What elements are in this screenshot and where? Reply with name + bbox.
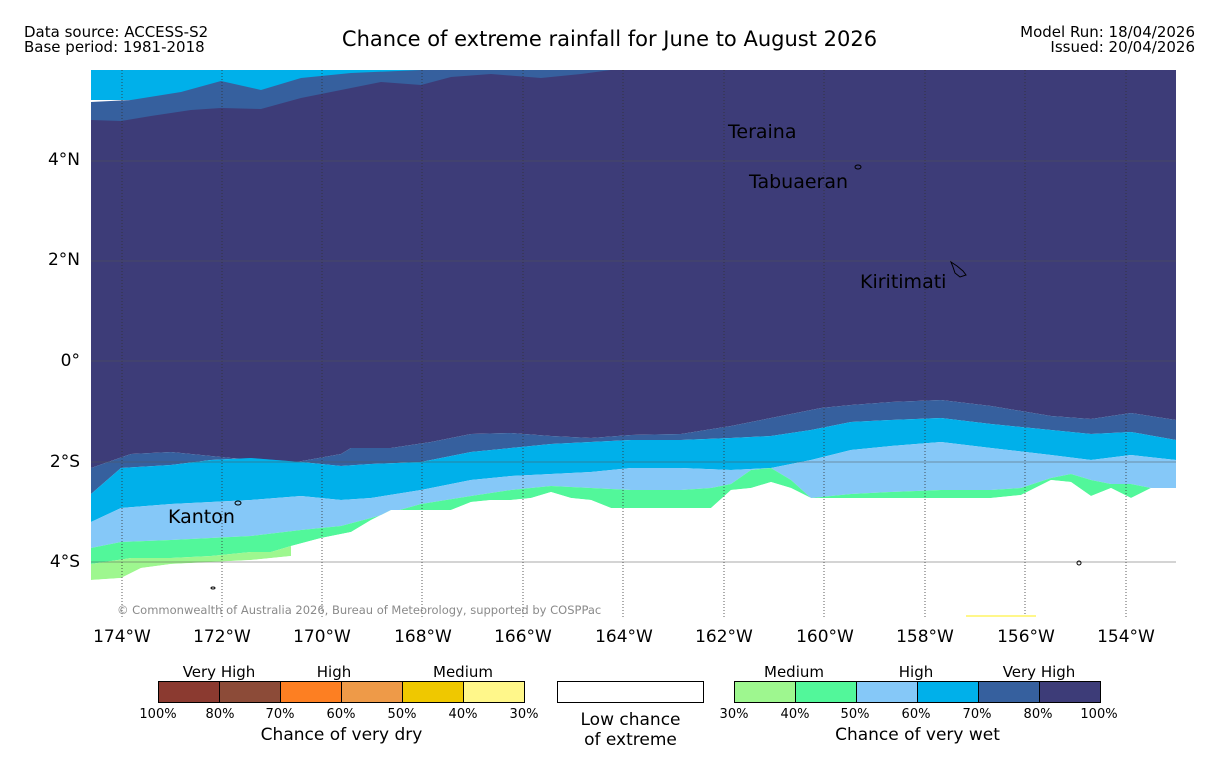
wet-swatch-2 [796, 682, 857, 702]
map-title: Chance of extreme rainfall for June to A… [341, 27, 878, 51]
lat-label-2n: 2°N [47, 250, 80, 270]
dry-pct-40: 40% [448, 707, 478, 722]
wet-pct-50: 50% [840, 707, 870, 722]
lon-label-162w: 162°W [695, 627, 753, 647]
base-period-text: Base period: 1981-2018 [24, 38, 205, 56]
low-chance-line2: of extreme [584, 730, 677, 750]
dry-swatch-4 [342, 682, 403, 702]
dry-pct-30: 30% [509, 707, 539, 722]
lon-label-160w: 160°W [796, 627, 854, 647]
lon-label-174w: 174°W [93, 627, 151, 647]
dry-legend-title: Chance of very dry [260, 725, 423, 745]
lon-label-158w: 158°W [896, 627, 954, 647]
dry-pct-60: 60% [326, 707, 356, 722]
dry-pct-100: 100% [139, 707, 177, 722]
low-chance-line1: Low chance [580, 710, 681, 730]
wet-pct-100: 100% [1080, 707, 1118, 722]
band-40-50 [91, 468, 1176, 564]
latitude-gridlines [91, 160, 1176, 563]
wet-category-medium: Medium [764, 663, 824, 681]
dry-swatch-5 [403, 682, 464, 702]
lon-label-154w: 154°W [1097, 627, 1155, 647]
copyright-notice: © Commonwealth of Australia 2026, Bureau… [117, 603, 602, 617]
wet-legend-title: Chance of very wet [835, 725, 1000, 745]
place-tabuaeran: Tabuaeran [749, 171, 849, 193]
dry-swatch-2 [220, 682, 281, 702]
island-outlines [210, 164, 1082, 590]
wet-pct-30: 30% [719, 707, 749, 722]
wet-swatch-3 [857, 682, 918, 702]
wet-pct-60: 60% [901, 707, 931, 722]
wet-swatch-4 [918, 682, 979, 702]
dry-sliver [966, 615, 1036, 617]
place-kanton: Kanton [168, 506, 235, 528]
wet-swatch-6 [1040, 682, 1100, 702]
lon-label-170w: 170°W [293, 627, 351, 647]
lat-label-4n: 4°N [47, 150, 80, 170]
low-chance-region [91, 480, 1176, 618]
dry-colorbar [158, 681, 525, 703]
wet-pct-80: 80% [1023, 707, 1053, 722]
band-60-70 [91, 418, 1176, 522]
lon-label-168w: 168°W [394, 627, 452, 647]
wet-pct-70: 70% [962, 707, 992, 722]
wet-pct-40: 40% [780, 707, 810, 722]
low-chance-swatch [557, 681, 704, 703]
run-info: Model Run: 18/04/2026 Issued: 20/04/2026 [1020, 25, 1195, 55]
wet-category-very-high: Very High [1002, 663, 1076, 681]
dry-swatch-6 [464, 682, 524, 702]
wet-swatch-1 [735, 682, 796, 702]
place-kiritimati: Kiritimati [860, 271, 947, 293]
wet-category-high: High [898, 663, 934, 681]
dry-category-medium: Medium [433, 663, 493, 681]
wet-swatch-5 [979, 682, 1040, 702]
dry-category-very-high: Very High [182, 663, 256, 681]
lat-label-0: 0° [60, 351, 80, 371]
band-very-high-80-100 [91, 70, 1176, 468]
band-50-60 [91, 442, 1176, 548]
place-teraina: Teraina [728, 121, 797, 143]
source-info: Data source: ACCESS-S2 Base period: 1981… [24, 25, 208, 55]
lon-label-164w: 164°W [595, 627, 653, 647]
dry-swatch-3 [281, 682, 342, 702]
model-run-text: Model Run: 18/04/2026 [1020, 23, 1195, 41]
dry-pct-50: 50% [387, 707, 417, 722]
lon-label-156w: 156°W [997, 627, 1055, 647]
lat-label-4s: 4°S [49, 552, 80, 572]
dry-pct-80: 80% [205, 707, 235, 722]
wet-colorbar [734, 681, 1101, 703]
lon-label-172w: 172°W [193, 627, 251, 647]
lat-label-2s: 2°S [49, 452, 80, 472]
lon-label-166w: 166°W [494, 627, 552, 647]
data-source-text: Data source: ACCESS-S2 [24, 23, 209, 41]
dry-category-high: High [316, 663, 352, 681]
low-chance-label: Low chance of extreme [557, 710, 704, 750]
rainfall-map [91, 70, 1176, 618]
dry-pct-70: 70% [265, 707, 295, 722]
issued-text: Issued: 20/04/2026 [1050, 38, 1195, 56]
dry-swatch-1 [159, 682, 220, 702]
longitude-gridlines [121, 70, 1127, 618]
